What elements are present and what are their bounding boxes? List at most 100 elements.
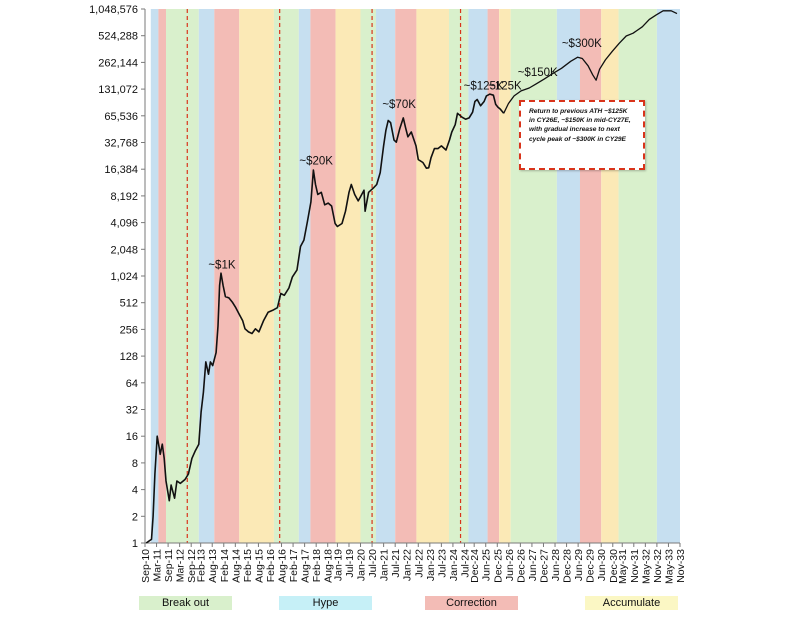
x-tick-label: Aug-17 [300, 549, 312, 583]
x-tick-label: Dec-28 [562, 549, 574, 583]
x-tick-label: Feb-14 [219, 549, 231, 582]
phase-band-correction [158, 9, 167, 543]
x-tick-label: Dec-30 [608, 549, 620, 583]
y-tick-label: 16 [126, 431, 138, 443]
x-tick-label: Dec-25 [492, 549, 504, 583]
y-tick-label: 8 [132, 458, 138, 470]
phase-band-correction [310, 9, 336, 543]
x-tick-label: Dec-27 [538, 549, 550, 583]
x-tick-label: Feb-15 [242, 549, 254, 582]
y-tick-label: 131,072 [98, 84, 138, 96]
x-tick-label: Jul-19 [344, 549, 356, 578]
phase-band-accumulate [499, 9, 511, 543]
peak-label: ~$150K [518, 67, 558, 79]
x-tick-label: Aug-15 [253, 549, 265, 583]
x-tick-label: Aug-16 [277, 549, 289, 583]
x-tick-label: Jun-29 [573, 549, 585, 581]
x-tick-label: Mar-12 [175, 549, 187, 582]
peak-label: ~$20K [299, 156, 333, 168]
peak-label: ~$70K [382, 99, 416, 111]
x-tick-label: Jul-21 [390, 549, 402, 578]
x-tick-label: Jun-28 [550, 549, 562, 581]
x-tick-label: Jun-25 [481, 549, 493, 581]
x-tick-label: Jan-21 [379, 549, 391, 581]
phase-band-hype [150, 9, 159, 543]
phase-band-accumulate [239, 9, 274, 543]
x-tick-label: Aug-13 [207, 549, 219, 583]
phase-band-correction [487, 9, 500, 543]
phase-band-correction [395, 9, 417, 543]
forecast-price-line [503, 10, 678, 114]
phase-band-correction [579, 9, 602, 543]
phase-band-hype [468, 9, 488, 543]
x-tick-label: May-32 [640, 549, 652, 584]
annotations: ~$1K ~$20K ~$70K ~$125K~125K~$150K ~$300K [208, 38, 602, 271]
x-tick-label: Sep-10 [140, 549, 152, 583]
phase-band-hype [656, 9, 680, 543]
phase-band-accumulate [601, 9, 619, 543]
x-tick-label: Dec-24 [469, 549, 481, 583]
phase-band-breakout [510, 9, 557, 543]
x-tick-label: Aug-18 [323, 549, 335, 583]
x-tick-label: Nov-33 [675, 549, 687, 583]
y-tick-label: 524,288 [98, 31, 138, 43]
x-tick-label: Aug-14 [230, 549, 242, 583]
y-tick-label: 64 [126, 378, 138, 390]
peak-label: ~$300K [562, 38, 602, 50]
x-tick-label: Jul-23 [436, 549, 448, 578]
x-tick-label: Feb-13 [196, 549, 208, 582]
x-tick-label: Feb-18 [311, 549, 323, 582]
phase-band-breakout [166, 9, 199, 543]
x-tick-label: Jun-26 [504, 549, 516, 581]
x-tick-label: Jul-20 [367, 549, 379, 578]
x-tick-label: Jul-22 [413, 549, 425, 578]
x-tick-label: Feb-16 [265, 549, 277, 582]
legend-item: Break out [139, 596, 232, 610]
y-tick-label: 32,768 [104, 138, 138, 150]
phase-band-correction [214, 9, 240, 543]
price-lines [145, 10, 678, 544]
phase-band-accumulate [416, 9, 449, 543]
axes [141, 8, 681, 547]
x-tick-label: Sep-11 [163, 549, 175, 582]
y-tick-label: 128 [120, 351, 138, 363]
forecast-callout: Return to previous ATH ~$125K in CY26E, … [519, 100, 645, 170]
x-tick-label: Jan-19 [332, 549, 344, 581]
y-tick-label: 8,192 [110, 191, 138, 203]
peak-label: ~$125K [464, 80, 504, 92]
x-tick-label: Jan-24 [448, 549, 460, 581]
x-tick-label: Nov-32 [652, 549, 664, 583]
y-tick-label: 1,048,576 [89, 4, 138, 16]
phase-band-breakout [360, 9, 377, 543]
x-tick-label: Dec-26 [515, 549, 527, 583]
phase-band-accumulate [335, 9, 361, 543]
x-tick-label: Sep-12 [186, 549, 198, 583]
x-tick-label: Jan-20 [356, 549, 368, 581]
x-tick-label: Jul-24 [459, 549, 471, 578]
phase-band-hype [376, 9, 396, 543]
phase-band-hype [298, 9, 311, 543]
y-tick-label: 512 [120, 298, 138, 310]
x-tick-label: Jun-27 [527, 549, 539, 581]
phase-band-breakout [448, 9, 469, 543]
y-tick-label: 2,048 [110, 244, 138, 256]
y-tick-label: 1,024 [110, 271, 138, 283]
legend-item: Correction [425, 596, 518, 610]
y-tick-label: 4,096 [110, 218, 138, 230]
y-tick-label: 4 [132, 485, 138, 497]
historical-price-line [145, 93, 505, 544]
x-tick-label: Mar-11 [152, 549, 164, 582]
halving-lines [186, 9, 462, 543]
peak-label: ~125K [488, 80, 522, 92]
phase-bands [150, 9, 680, 543]
legend-item: Accumulate [585, 596, 678, 610]
y-tick-label: 1 [132, 538, 138, 550]
phase-band-hype [556, 9, 580, 543]
x-tick-label: Jan-23 [425, 549, 437, 581]
y-tick-label: 65,536 [104, 111, 138, 123]
legend-item: Hype [279, 596, 372, 610]
x-tick-label: Jan-22 [402, 549, 414, 581]
peak-label: ~$1K [208, 259, 236, 271]
y-tick-label: 16,384 [104, 164, 138, 176]
